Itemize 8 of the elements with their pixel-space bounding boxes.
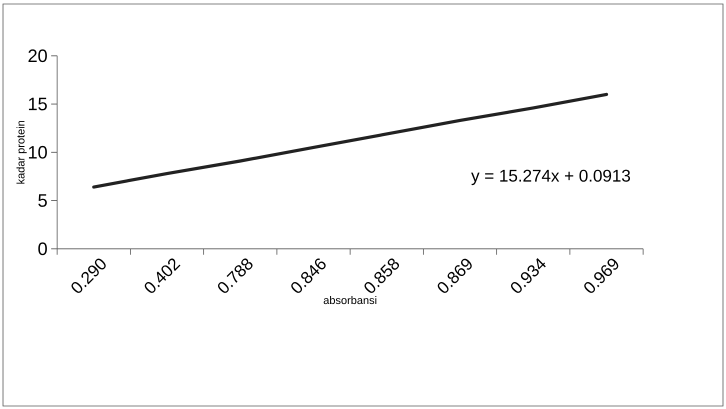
y-tick-label: 15: [28, 98, 47, 110]
y-tick-label: 20: [28, 49, 47, 62]
y-tick-label: 0: [38, 242, 47, 256]
y-axis-title: kadar protein: [16, 120, 27, 184]
x-axis-title: absorbansi: [324, 296, 376, 304]
y-tick-label: 5: [38, 194, 47, 207]
annotation: y = 15.274x + 0.0913: [471, 170, 630, 186]
y-tick-label: 10: [28, 146, 47, 159]
